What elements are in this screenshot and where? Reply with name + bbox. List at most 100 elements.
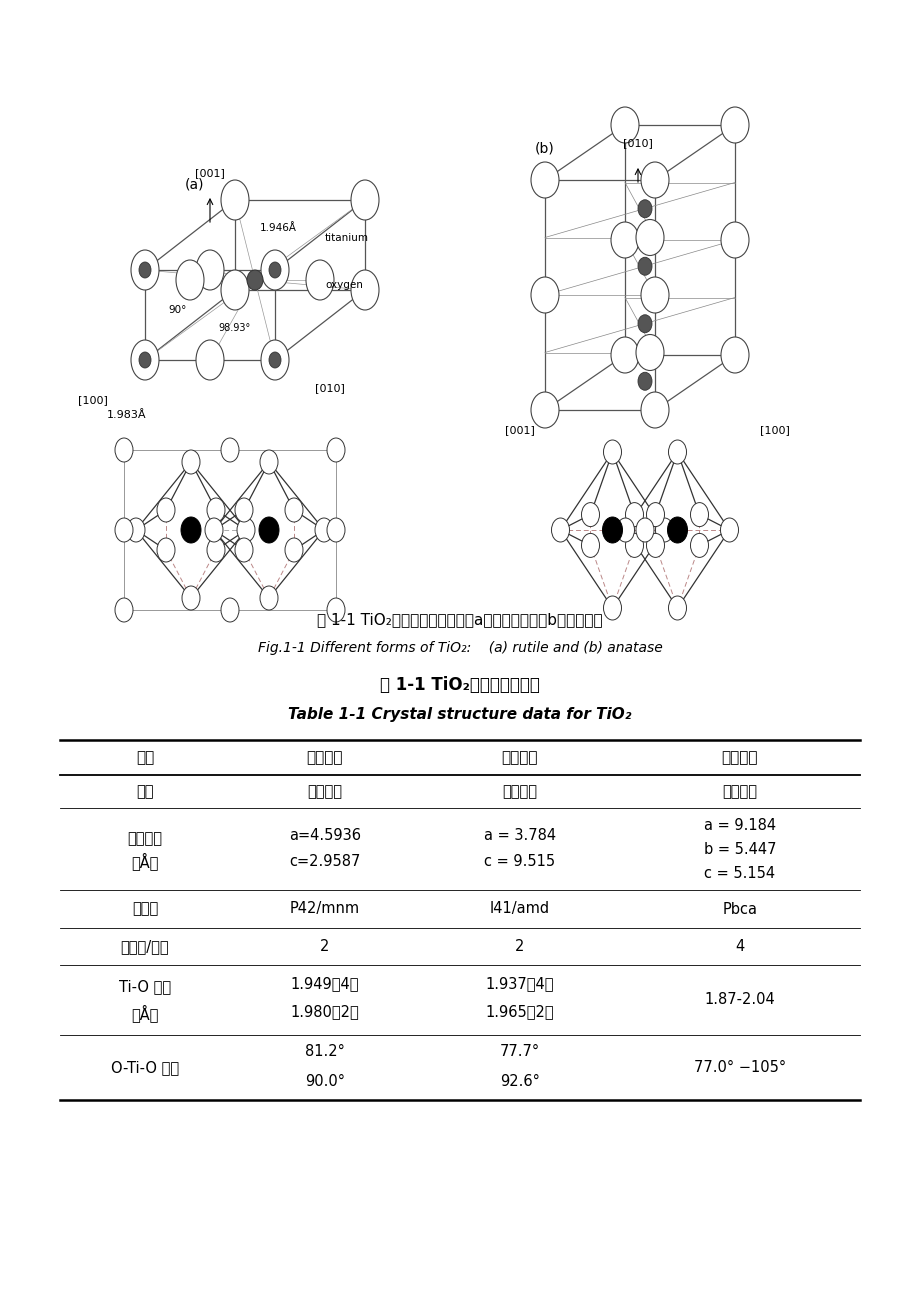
Ellipse shape (641, 392, 668, 428)
Text: a = 9.184: a = 9.184 (703, 818, 776, 832)
Ellipse shape (610, 223, 639, 258)
Text: 1.949（4）: 1.949（4） (290, 976, 358, 992)
Ellipse shape (285, 538, 302, 562)
Text: 锐钓矿相: 锐钓矿相 (306, 750, 343, 766)
Text: （Å）: （Å） (131, 852, 158, 870)
Ellipse shape (234, 497, 253, 522)
Ellipse shape (127, 518, 145, 542)
Ellipse shape (260, 586, 278, 611)
Ellipse shape (581, 503, 599, 526)
Text: 1.965（2）: 1.965（2） (485, 1005, 554, 1019)
Ellipse shape (285, 497, 302, 522)
Ellipse shape (641, 277, 668, 312)
Text: 98.93°: 98.93° (218, 323, 250, 333)
Text: 斜方晶系: 斜方晶系 (721, 784, 756, 799)
Ellipse shape (530, 277, 559, 312)
Ellipse shape (668, 440, 686, 464)
Text: 空间群: 空间群 (131, 901, 158, 917)
Ellipse shape (196, 250, 223, 290)
Text: 1.946Å: 1.946Å (260, 223, 297, 233)
Ellipse shape (690, 534, 708, 557)
Ellipse shape (720, 337, 748, 372)
Ellipse shape (130, 250, 159, 290)
Text: （Å）: （Å） (131, 1004, 158, 1022)
Text: 2: 2 (320, 939, 329, 954)
Ellipse shape (654, 518, 673, 542)
Ellipse shape (637, 372, 652, 391)
Text: b = 5.447: b = 5.447 (703, 841, 776, 857)
Ellipse shape (139, 352, 151, 368)
Ellipse shape (625, 534, 642, 557)
Ellipse shape (610, 337, 639, 372)
Text: 性质: 性质 (136, 750, 154, 766)
Text: I41/amd: I41/amd (490, 901, 550, 917)
Ellipse shape (139, 262, 151, 279)
Ellipse shape (690, 503, 708, 526)
Text: P42/mnm: P42/mnm (289, 901, 359, 917)
Ellipse shape (326, 437, 345, 462)
Text: 图 1-1 TiO₂的晶体结构参数：（a）金红石相，（b）锐钓矿相: 图 1-1 TiO₂的晶体结构参数：（a）金红石相，（b）锐钓矿相 (317, 612, 602, 628)
Ellipse shape (351, 180, 379, 220)
Text: c=2.9587: c=2.9587 (289, 854, 360, 870)
Ellipse shape (637, 199, 652, 217)
Text: c = 5.154: c = 5.154 (704, 866, 775, 880)
Ellipse shape (581, 534, 599, 557)
Ellipse shape (207, 497, 225, 522)
Ellipse shape (720, 223, 748, 258)
Ellipse shape (610, 107, 639, 143)
Text: a = 3.784: a = 3.784 (483, 828, 555, 844)
Ellipse shape (326, 598, 345, 622)
Text: 四方晶系: 四方晶系 (307, 784, 342, 799)
Ellipse shape (720, 518, 738, 542)
Text: (b): (b) (535, 141, 554, 155)
Text: 1.87-2.04: 1.87-2.04 (704, 992, 775, 1008)
Ellipse shape (530, 161, 559, 198)
Ellipse shape (237, 518, 255, 542)
Ellipse shape (205, 518, 222, 542)
Ellipse shape (635, 220, 664, 255)
Text: oxygen: oxygen (324, 280, 362, 290)
Ellipse shape (261, 250, 289, 290)
Ellipse shape (182, 586, 199, 611)
Ellipse shape (668, 596, 686, 620)
Ellipse shape (115, 518, 133, 542)
Text: [001]: [001] (195, 168, 224, 178)
Text: 92.6°: 92.6° (500, 1074, 539, 1088)
Text: a=4.5936: a=4.5936 (289, 828, 360, 844)
Ellipse shape (246, 270, 263, 290)
Ellipse shape (176, 260, 204, 299)
Text: 77.0° −105°: 77.0° −105° (693, 1060, 785, 1075)
Text: (a): (a) (185, 178, 204, 191)
Text: Table 1-1 Crystal structure data for TiO₂: Table 1-1 Crystal structure data for TiO… (288, 707, 631, 723)
Ellipse shape (115, 437, 133, 462)
Ellipse shape (181, 517, 200, 543)
Text: titanium: titanium (324, 233, 369, 243)
Text: 分子数/晶胞: 分子数/晶胞 (120, 939, 169, 954)
Ellipse shape (130, 340, 159, 380)
Ellipse shape (641, 161, 668, 198)
Text: Fig.1-1 Different forms of TiO₂:    (a) rutile and (b) anatase: Fig.1-1 Different forms of TiO₂: (a) rut… (257, 641, 662, 655)
Text: 1.937（4）: 1.937（4） (485, 976, 553, 992)
Text: 板钓矿相: 板钓矿相 (721, 750, 757, 766)
Ellipse shape (260, 450, 278, 474)
Ellipse shape (603, 440, 621, 464)
Ellipse shape (157, 497, 175, 522)
Ellipse shape (326, 518, 345, 542)
Ellipse shape (637, 315, 652, 333)
Text: c = 9.515: c = 9.515 (484, 854, 555, 870)
Text: [100]: [100] (759, 424, 789, 435)
Ellipse shape (550, 518, 569, 542)
Ellipse shape (667, 517, 686, 543)
Text: 90°: 90° (168, 305, 187, 315)
Ellipse shape (221, 180, 249, 220)
Ellipse shape (351, 270, 379, 310)
Ellipse shape (306, 260, 334, 299)
Ellipse shape (261, 340, 289, 380)
Text: Pbca: Pbca (721, 901, 756, 917)
Ellipse shape (603, 596, 621, 620)
Text: 1.980（2）: 1.980（2） (290, 1005, 359, 1019)
Text: 表 1-1 TiO₂的晶体结构参数: 表 1-1 TiO₂的晶体结构参数 (380, 676, 539, 694)
Ellipse shape (602, 517, 622, 543)
Ellipse shape (115, 598, 133, 622)
Ellipse shape (221, 437, 239, 462)
